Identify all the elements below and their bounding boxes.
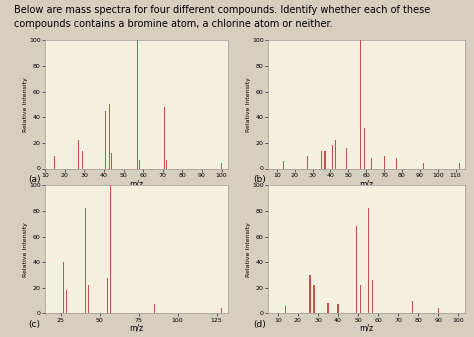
Bar [356,226,357,313]
Bar [105,111,107,168]
Bar [85,208,86,313]
Y-axis label: Relative Intensity: Relative Intensity [246,222,251,277]
Text: (b): (b) [254,175,266,184]
Bar [285,306,286,313]
Bar [337,304,338,313]
X-axis label: m/z: m/z [129,324,143,333]
Bar [383,156,384,168]
Bar [360,285,361,313]
Text: (c): (c) [28,319,40,329]
Bar [221,163,222,168]
Bar [371,158,372,168]
X-axis label: m/z: m/z [359,179,373,188]
Text: Below are mass spectra for four different compounds. Identify whether each of th: Below are mass spectra for four differen… [14,5,430,15]
Text: compounds contains a bromine atom, a chlorine atom or neither.: compounds contains a bromine atom, a chl… [14,19,333,29]
Text: (d): (d) [254,319,266,329]
Bar [66,290,67,313]
Bar [346,148,347,168]
Bar [54,156,55,168]
Bar [423,163,424,168]
Bar [335,140,336,168]
Bar [364,127,365,168]
Bar [137,40,138,168]
Bar [107,278,108,313]
Bar [164,107,165,168]
Y-axis label: Relative Intensity: Relative Intensity [23,77,28,132]
Bar [459,163,460,168]
Bar [360,40,361,168]
Bar [325,151,326,168]
Bar [412,301,413,313]
Bar [110,185,111,313]
X-axis label: m/z: m/z [129,179,143,188]
Bar [307,156,308,168]
Bar [78,140,79,168]
Bar [283,161,284,168]
Bar [438,308,439,313]
Y-axis label: Relative Intensity: Relative Intensity [23,222,28,277]
Bar [63,262,64,313]
Bar [313,285,315,313]
Bar [332,146,333,168]
Bar [82,151,83,168]
Y-axis label: Relative Intensity: Relative Intensity [246,77,251,132]
Bar [138,159,140,168]
Bar [372,280,373,313]
Bar [166,159,167,168]
Bar [88,285,89,313]
Bar [367,208,369,313]
X-axis label: m/z: m/z [359,324,373,333]
Bar [221,308,222,313]
Bar [154,304,155,313]
Text: (a): (a) [28,175,41,184]
Bar [109,104,110,168]
Bar [111,153,112,168]
Bar [321,151,322,168]
Bar [396,158,397,168]
